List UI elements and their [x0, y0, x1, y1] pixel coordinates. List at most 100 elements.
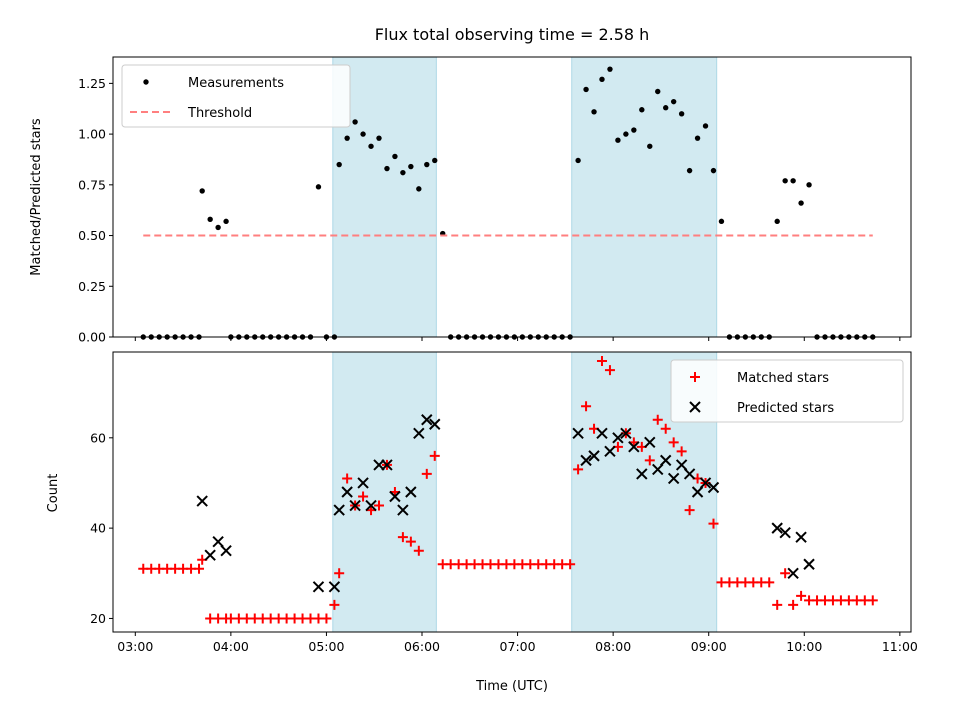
legend-measurement-swatch [143, 79, 149, 85]
predicted-star-point [413, 427, 425, 439]
measurement-point [424, 161, 430, 168]
predicted-star-point [328, 581, 341, 593]
predicted-star-point [381, 459, 393, 471]
predicted-star-point [204, 549, 216, 561]
x-tick-label: 08:00 [595, 639, 631, 654]
y-tick-label: 60 [90, 430, 106, 445]
y-tick-label: 20 [90, 611, 106, 626]
matched-star-point [668, 437, 679, 448]
measurement-point [207, 216, 213, 223]
predicted-star-point [196, 495, 208, 507]
matched-star-point [604, 365, 615, 376]
predicted-star-point [771, 522, 783, 534]
measurement-point [215, 224, 221, 231]
measurement-point [432, 157, 438, 164]
x-tick-label: 04:00 [213, 639, 249, 654]
matched-star-point [321, 613, 332, 624]
predicted-star-point [365, 499, 377, 512]
measurement-point [336, 161, 342, 168]
matched-star-point [596, 356, 607, 367]
predicted-star-point [596, 427, 608, 439]
measurement-point [615, 137, 621, 143]
measurement-point [655, 88, 661, 95]
measurement-point [591, 109, 597, 115]
matched-star-point [780, 568, 791, 579]
matched-star-point [772, 599, 783, 610]
predicted-star-point [659, 454, 672, 467]
predicted-star-point [675, 459, 688, 471]
legend-label: Threshold [187, 106, 252, 121]
measurement-point [575, 157, 581, 164]
legend-label: Measurements [188, 76, 284, 91]
measurement-point [199, 188, 205, 194]
top-legend: Measurements Threshold [121, 64, 351, 128]
measurement-point [790, 178, 796, 184]
matched-star-point [581, 401, 592, 412]
measurement-point [384, 165, 390, 172]
y-tick-label: 0.50 [78, 228, 106, 243]
matched-star-point [676, 446, 687, 457]
top-y-axis-label: Matched/Predicted stars [29, 118, 44, 276]
predicted-star-point [580, 454, 592, 467]
predicted-star-point [405, 486, 417, 498]
measurement-point [639, 107, 645, 113]
measurement-point [670, 98, 677, 105]
measurement-point [352, 119, 358, 125]
measurement-point [774, 218, 780, 225]
predicted-star-point [572, 427, 584, 439]
predicted-star-point [628, 441, 640, 453]
matched-star-point [573, 464, 584, 475]
x-tick-label: 11:00 [882, 639, 918, 654]
predicted-star-point [620, 427, 632, 439]
x-tick-label: 05:00 [308, 639, 344, 654]
measurement-point [623, 131, 629, 137]
measurement-point [599, 76, 605, 83]
matched-star-point [684, 505, 695, 516]
legend-predicted-swatch [689, 401, 701, 413]
top-chart-title: Flux total observing time = 2.58 h [375, 25, 650, 44]
predicted-star-point [795, 531, 807, 543]
predicted-star-point [612, 432, 624, 444]
matched-star-point [644, 455, 655, 466]
matched-star-point [358, 491, 369, 502]
matched-star-point [708, 518, 719, 529]
y-tick-label: 0.25 [78, 279, 106, 294]
measurement-point [663, 105, 669, 111]
y-tick-label: 0.00 [78, 330, 106, 345]
bottom-legend: Matched stars Predicted stars [670, 359, 904, 423]
predicted-star-point [341, 486, 353, 498]
x-axis-label: Time (UTC) [475, 679, 548, 694]
predicted-star-point [429, 418, 441, 430]
matched-star-point [405, 536, 416, 547]
predicted-star-point [787, 567, 799, 579]
measurement-point [416, 186, 422, 192]
measurement-point [392, 153, 398, 160]
predicted-star-point [397, 504, 409, 516]
measurement-point [315, 184, 322, 190]
legend-box [121, 64, 351, 128]
x-tick-label: 07:00 [500, 639, 536, 654]
predicted-star-point [389, 490, 401, 503]
bottom-panel: 20 40 60 03:00 04:00 05:00 06:00 07:00 08:00 09:0… [90, 351, 918, 654]
plot-frame [112, 56, 912, 338]
y-tick-label: 40 [90, 521, 106, 536]
top-panel: 0.00 0.25 0.50 0.75 1.00 1.25 Measurements Thre… [78, 56, 912, 345]
matched-star-point [565, 559, 576, 570]
measurement-point [376, 135, 382, 141]
predicted-star-point [683, 468, 696, 480]
matched-star-point [867, 595, 878, 606]
measurement-point [678, 111, 685, 117]
matched-star-point [397, 532, 408, 543]
legend-label: Matched stars [737, 371, 829, 386]
matched-star-point [660, 423, 671, 434]
measurement-point [806, 182, 812, 188]
matched-star-point [796, 590, 807, 601]
x-tick-label: 10:00 [786, 639, 822, 654]
matched-star-point [788, 599, 799, 610]
bottom-y-axis-label: Count [46, 474, 61, 513]
measurement-point [710, 167, 717, 174]
matched-star-point [329, 599, 340, 610]
predicted-star-point [349, 499, 361, 512]
legend-label: Predicted stars [737, 401, 834, 416]
